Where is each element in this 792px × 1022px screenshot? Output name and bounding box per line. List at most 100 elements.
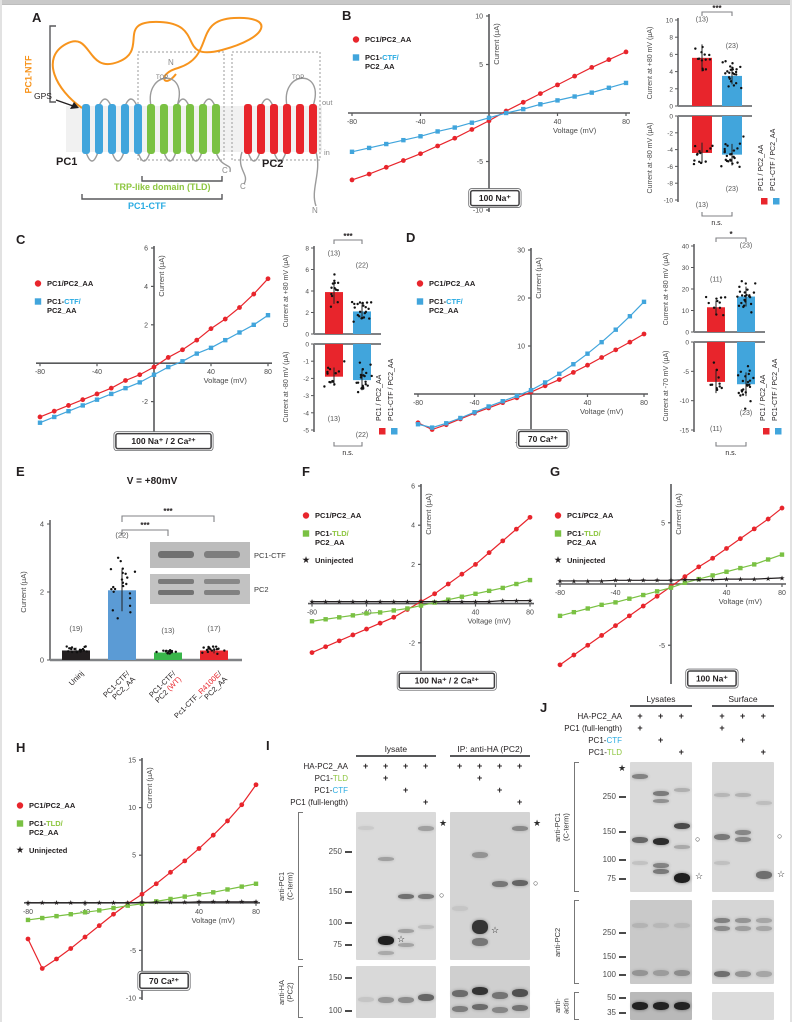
data-point [693, 144, 697, 148]
data-point [369, 363, 372, 366]
open-star-symbol: ☆ [695, 871, 704, 882]
pc2-top-domain-loop [285, 77, 316, 107]
legend-entry-label: PC2_AA [429, 306, 459, 315]
condition-box [686, 670, 737, 687]
data-point [698, 149, 701, 153]
data-point [749, 400, 752, 403]
data-marker-star: ★ [253, 898, 259, 906]
data-marker-square [352, 54, 360, 61]
mw-dash [345, 944, 352, 947]
data-marker-star: ★ [224, 898, 230, 906]
data-marker-circle [251, 291, 257, 297]
tick-label: -5 [683, 369, 689, 376]
side-legend-label: PC1-CTF / PC2_AA [772, 358, 779, 421]
panel-letter-A: A [32, 10, 42, 25]
data-marker-square [323, 617, 328, 622]
data-marker-star: ★ [153, 899, 159, 907]
mw-label: 150 [328, 973, 342, 983]
data-marker-square [405, 606, 410, 611]
chart-title: V = +80mV [127, 476, 178, 487]
data-marker-square [401, 137, 406, 143]
data-marker-square [571, 362, 576, 367]
y-tick-label: 6 [411, 484, 415, 491]
data-point [747, 372, 750, 376]
blot-band [632, 969, 649, 976]
data-marker-square [40, 915, 45, 921]
data-point [205, 648, 209, 652]
data-point [331, 282, 335, 285]
data-marker-square [613, 600, 618, 605]
data-marker-square [599, 339, 604, 345]
plus-sign: + [423, 761, 429, 771]
panel-letter-G: G [550, 464, 561, 479]
data-point [748, 379, 752, 382]
data-point [745, 293, 748, 297]
data-point [701, 68, 705, 72]
data-point [727, 85, 730, 88]
n-label: (13) [161, 626, 175, 635]
data-point [121, 571, 124, 575]
data-marker-square [752, 562, 757, 567]
data-marker-square [486, 115, 492, 121]
legend-entry-label: Uninjected [315, 556, 354, 565]
tick-label: 6 [305, 267, 309, 274]
condition-label: 70 Ca²⁺ [528, 434, 559, 444]
y-tick-label: 4 [411, 523, 415, 530]
x-category-label: PC1-CTF/PC2_AA [101, 668, 138, 705]
data-point [70, 650, 74, 654]
n-label: (17) [207, 624, 221, 633]
data-point [326, 366, 330, 370]
data-point [336, 281, 340, 285]
data-marker-circle [208, 326, 214, 332]
data-point [65, 645, 68, 648]
data-marker-square [350, 613, 356, 618]
data-marker-circle [572, 73, 578, 79]
open-circle-symbol: ○ [533, 878, 539, 889]
blot-band [755, 970, 772, 977]
data-marker-circle [302, 512, 310, 519]
data-marker-circle [37, 414, 43, 420]
data-marker-square [779, 552, 785, 557]
tick-label: 40 [682, 244, 690, 251]
construct-row-label: PC1-CTF [314, 786, 348, 795]
x-tick-label: -40 [415, 119, 425, 126]
data-point [326, 372, 329, 375]
blot-band [673, 873, 690, 884]
y-tick-label: -5 [130, 948, 136, 955]
plus-sign: + [637, 711, 643, 721]
blot-band [632, 922, 649, 928]
blot-band [472, 852, 488, 859]
data-marker-square [527, 577, 533, 583]
antibody-label: anti-actin [553, 998, 571, 1014]
legend-entry-label: PC1/PC2_AA [29, 801, 76, 810]
blot-band [653, 868, 669, 874]
open-star-symbol: ☆ [777, 868, 786, 879]
data-point [736, 295, 739, 298]
filled-star-symbol: ★ [618, 762, 627, 773]
tick-label: 0 [669, 114, 673, 121]
data-marker-star: ★ [404, 598, 410, 606]
data-marker-square [627, 596, 632, 601]
data-marker-circle [153, 881, 159, 887]
blot-band [418, 924, 434, 929]
tick-label: -2 [303, 376, 309, 383]
data-point [715, 313, 718, 316]
blot-band [472, 1003, 488, 1010]
data-point [75, 650, 79, 654]
plus-sign: + [517, 797, 523, 807]
y-tick-label: 2 [411, 562, 415, 569]
tick-label: -8 [667, 181, 673, 188]
data-marker-square [500, 585, 505, 591]
blot-band [512, 825, 528, 831]
pc1-ctf-label: PC1-CTF [128, 201, 166, 211]
data-point [356, 390, 360, 394]
data-marker-circle [323, 644, 329, 650]
gel-1-1 [712, 900, 774, 984]
blot-band [472, 919, 488, 934]
data-point [738, 165, 741, 169]
y-axis-title: Current (µA) [424, 493, 433, 535]
data-marker-square [349, 149, 355, 154]
